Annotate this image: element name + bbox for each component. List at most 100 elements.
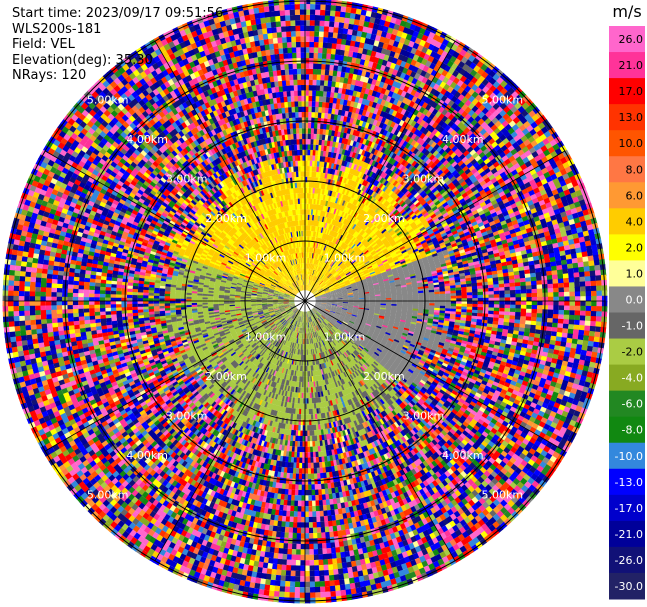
range-gate [305, 31, 311, 37]
range-gate [313, 236, 316, 243]
range-gate [309, 171, 313, 177]
range-gate [305, 63, 311, 69]
range-gate [305, 20, 312, 26]
range-gate [305, 139, 309, 145]
range-gate [310, 247, 312, 253]
range-gate [333, 21, 341, 28]
range-gate [309, 63, 315, 69]
range-gate [320, 9, 327, 16]
range-gate [319, 15, 327, 21]
range-gate [309, 25, 316, 32]
range-gate [308, 95, 314, 102]
range-gate [313, 42, 320, 48]
range-gate [305, 149, 309, 156]
range-gate [308, 252, 311, 259]
range-gate [310, 263, 312, 270]
range-gate [308, 122, 312, 129]
range-gate [305, 47, 311, 53]
range-gate [326, 48, 333, 55]
range-gate [319, 20, 326, 27]
range-gate [325, 4, 333, 11]
range-gate [305, 112, 310, 118]
range-gate [306, 274, 307, 280]
range-gate [323, 37, 330, 43]
range-gate [306, 279, 308, 285]
range-gate [305, 85, 310, 91]
range-gate [311, 252, 313, 259]
range-gate [305, 14, 312, 21]
range-gate [329, 21, 336, 28]
range-gate [320, 69, 327, 76]
range-gate [318, 31, 325, 38]
range-gate [306, 198, 309, 204]
range-gate [305, 198, 308, 204]
range-gate [309, 263, 312, 269]
range-gate [315, 4, 322, 10]
range-gate [310, 258, 313, 264]
range-gate [312, 242, 315, 248]
range-gate [305, 128, 309, 134]
range-gate [309, 52, 315, 59]
range-gate [306, 274, 308, 280]
range-gate [315, 90, 321, 97]
range-gate [314, 25, 321, 32]
range-gate [319, 26, 326, 32]
range-gate [314, 226, 318, 232]
range-gate [325, 0, 333, 6]
range-gate [308, 268, 311, 275]
range-gate [307, 160, 311, 167]
range-gate [311, 242, 314, 248]
range-gate [315, 9, 322, 16]
range-gate [312, 68, 319, 75]
range-gate [312, 90, 317, 97]
range-gate [308, 274, 310, 280]
range-gate [312, 85, 318, 91]
range-gate [306, 203, 309, 210]
range-gate [306, 263, 308, 269]
range-gate [306, 274, 308, 280]
range-gate [330, 5, 338, 12]
range-gate [310, 9, 317, 15]
range-gate [305, 171, 308, 177]
range-gate [308, 90, 314, 96]
range-gate [307, 274, 309, 280]
range-gate [306, 284, 307, 291]
range-gate [307, 128, 312, 134]
range-gate [322, 53, 328, 59]
range-gate [307, 274, 309, 280]
range-gate [309, 41, 316, 48]
range-gate [310, 4, 317, 10]
range-gate [308, 268, 310, 275]
range-gate [305, 187, 308, 193]
range-gate [306, 193, 310, 199]
range-gate [318, 36, 325, 43]
range-gate [316, 69, 323, 75]
range-gate [310, 128, 315, 134]
range-gate [305, 101, 310, 107]
range-gate [309, 252, 312, 259]
range-gate [305, 122, 309, 129]
range-gate [318, 42, 325, 48]
range-gate [305, 41, 311, 48]
range-gate [308, 274, 310, 280]
range-gate [307, 268, 309, 275]
range-gate [306, 187, 310, 194]
range-gate [310, 247, 313, 253]
range-gate [307, 144, 312, 150]
range-gate [311, 253, 314, 259]
range-gate [308, 112, 313, 118]
range-gate [305, 193, 308, 199]
range-gate [313, 242, 316, 248]
range-gate [313, 63, 319, 70]
range-gate [307, 155, 311, 161]
range-gate [308, 85, 314, 91]
range-gate [311, 112, 316, 118]
range-gate [305, 95, 310, 102]
range-gate [316, 215, 319, 222]
range-gate [305, 90, 310, 96]
range-gate [314, 20, 321, 26]
range-gate [309, 258, 312, 264]
range-gate [305, 9, 312, 15]
range-gate [320, 4, 327, 11]
